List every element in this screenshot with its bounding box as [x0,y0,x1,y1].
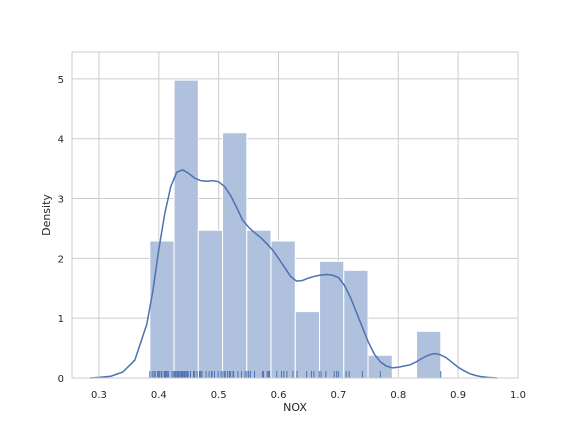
histogram-bar [149,240,175,379]
y-axis-label: Density [40,194,53,236]
y-axis-ticks: 0 1 2 3 4 5 [58,75,64,385]
x-tick-label: 1.0 [510,390,526,401]
x-tick-label: 0.5 [211,390,227,401]
histogram-bar [270,240,296,379]
x-tick-label: 0.7 [330,390,346,401]
histogram-bar [343,269,369,379]
histogram-bar [246,229,272,379]
axes-frame [71,51,519,379]
y-tick-label: 2 [58,254,64,265]
y-tick-label: 1 [58,314,64,325]
histogram-bar [197,229,224,379]
x-tick-label: 0.4 [151,390,167,401]
histogram-bar [319,260,345,379]
y-tick-label: 3 [58,195,64,206]
y-tick-label: 4 [58,135,64,146]
kde-line [89,169,498,379]
x-axis-ticks: 0.3 0.4 0.5 0.6 0.7 0.8 0.9 1.0 [91,390,526,401]
histogram-bar [222,132,248,379]
histogram-bars [149,79,442,379]
histogram-bar [173,79,199,379]
x-tick-label: 0.8 [390,390,406,401]
x-tick-label: 0.6 [271,390,287,401]
y-tick-label: 5 [58,75,64,86]
histogram-bar [294,311,321,379]
plot-area [71,51,519,379]
x-axis-label: NOX [283,401,307,414]
x-tick-label: 0.3 [91,390,107,401]
rug-ticks [149,371,442,378]
x-tick-label: 0.9 [450,390,466,401]
y-tick-label: 0 [58,374,64,385]
